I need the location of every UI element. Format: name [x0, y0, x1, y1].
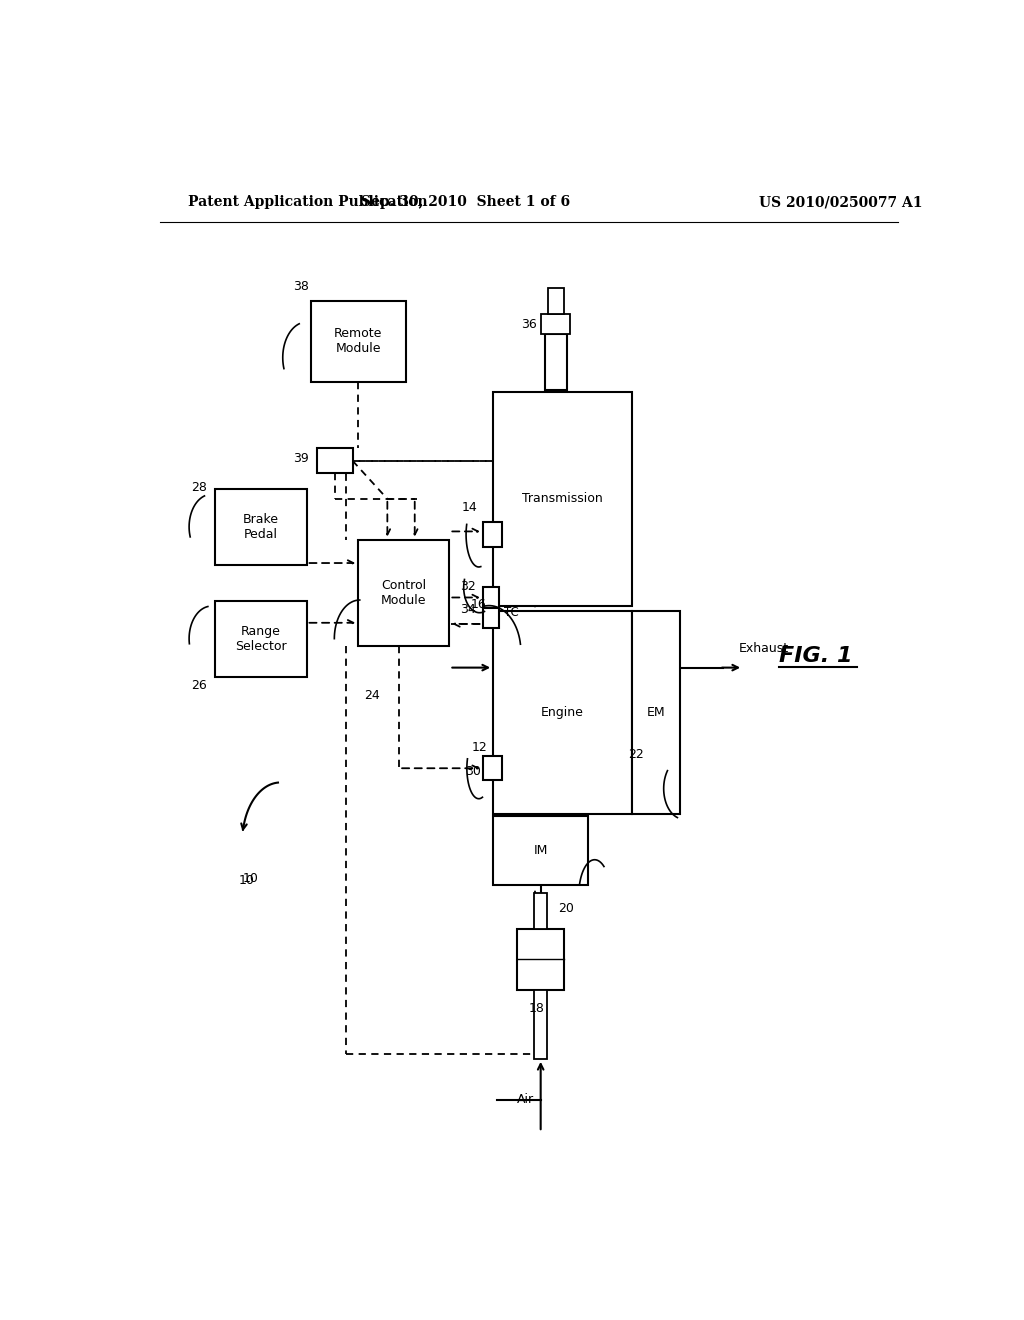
Text: Brake
Pedal: Brake Pedal	[243, 513, 279, 541]
Text: 39: 39	[293, 451, 309, 465]
Bar	[358, 540, 450, 647]
Text: 14: 14	[462, 502, 477, 515]
Text: 30: 30	[465, 766, 481, 779]
Bar	[548, 289, 563, 314]
Bar	[482, 756, 502, 780]
Bar	[494, 816, 589, 886]
Text: Control
Module: Control Module	[381, 579, 427, 607]
Text: Range
Selector: Range Selector	[236, 624, 287, 652]
Text: Air: Air	[517, 1093, 535, 1106]
Bar	[534, 990, 548, 1059]
Bar	[545, 334, 567, 391]
Text: 18: 18	[528, 1002, 545, 1015]
Bar	[542, 314, 570, 334]
Bar	[494, 611, 632, 814]
Text: 16: 16	[471, 598, 486, 611]
Bar	[534, 894, 548, 929]
Text: 22: 22	[628, 748, 644, 760]
Text: 26: 26	[191, 678, 207, 692]
Bar	[482, 587, 499, 607]
Bar	[482, 607, 499, 628]
Text: Patent Application Publication: Patent Application Publication	[187, 195, 427, 209]
Text: Sep. 30, 2010  Sheet 1 of 6: Sep. 30, 2010 Sheet 1 of 6	[360, 195, 569, 209]
Text: TC: TC	[504, 606, 519, 619]
Bar	[632, 611, 680, 814]
Text: Transmission: Transmission	[522, 492, 603, 506]
Text: 38: 38	[293, 280, 309, 293]
Text: Engine: Engine	[541, 706, 584, 719]
Text: FIG. 1: FIG. 1	[778, 647, 852, 667]
Bar	[215, 601, 306, 677]
Bar	[517, 929, 564, 990]
Text: 34: 34	[460, 603, 475, 615]
Text: 32: 32	[460, 581, 475, 594]
Bar	[494, 392, 632, 606]
Text: EM: EM	[646, 706, 665, 719]
Text: 10: 10	[243, 871, 259, 884]
Text: Exhaust: Exhaust	[739, 643, 790, 656]
Text: 24: 24	[364, 689, 380, 702]
Bar	[316, 447, 352, 474]
Bar	[310, 301, 406, 381]
Bar	[215, 488, 306, 565]
Text: 28: 28	[191, 480, 207, 494]
Text: IM: IM	[534, 843, 548, 857]
Text: Remote
Module: Remote Module	[334, 327, 382, 355]
Text: 12: 12	[472, 742, 487, 755]
Text: 20: 20	[558, 903, 574, 915]
Text: US 2010/0250077 A1: US 2010/0250077 A1	[759, 195, 923, 209]
Text: 36: 36	[521, 318, 537, 331]
Bar	[482, 523, 502, 546]
Text: 10: 10	[239, 874, 255, 887]
